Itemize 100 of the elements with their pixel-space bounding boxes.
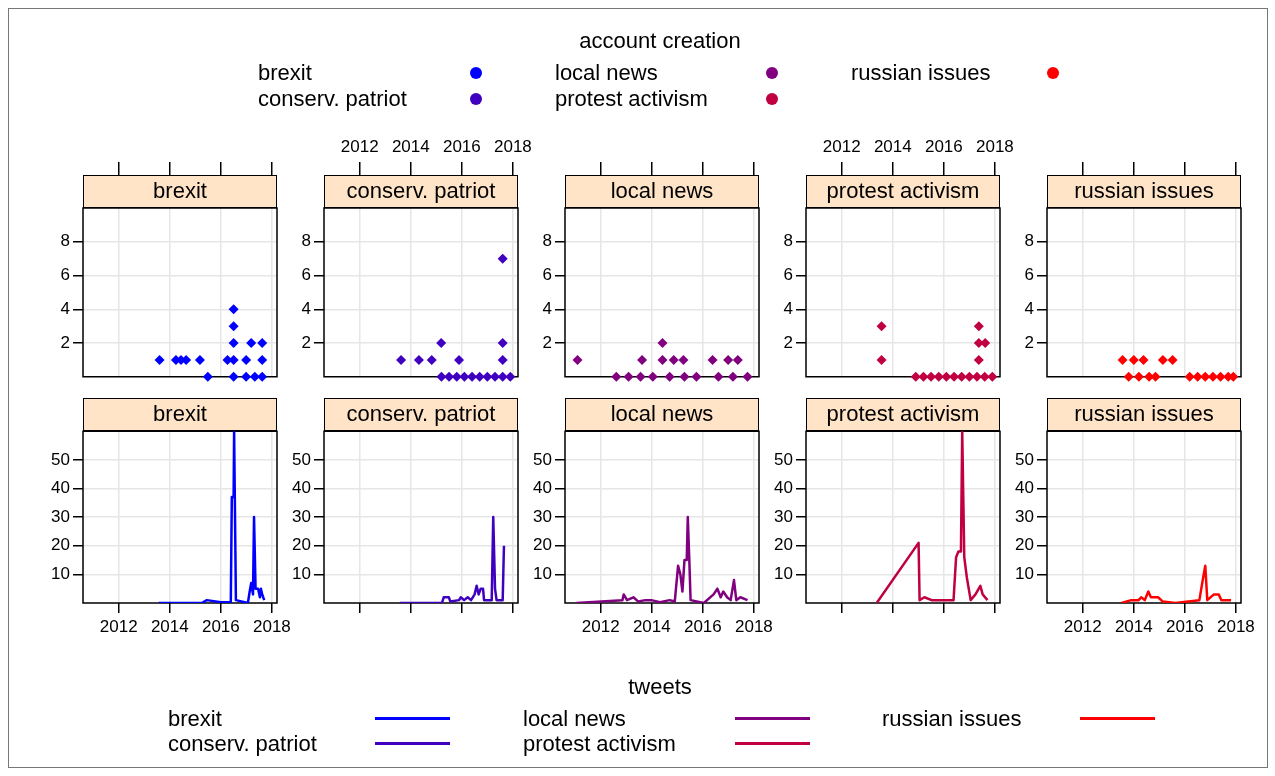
text: conserv. patriot xyxy=(168,731,317,757)
point xyxy=(194,354,205,365)
y-tick-label: 2 xyxy=(542,332,552,352)
chart-title: russian issues xyxy=(1047,398,1241,432)
y-tick-label: 6 xyxy=(1024,265,1034,285)
x-tick-label: 2018 xyxy=(493,137,532,157)
point xyxy=(482,371,493,382)
point xyxy=(497,253,508,264)
y-tick-label: 8 xyxy=(783,231,793,251)
y-tick-label: 40 xyxy=(774,478,793,498)
x-tick-label: 2018 xyxy=(1216,616,1255,636)
text: conserv. patriot xyxy=(258,86,407,112)
x-tick-label: 2014 xyxy=(873,137,912,157)
point xyxy=(436,338,447,349)
x-tick-label: 2014 xyxy=(1114,616,1153,636)
x-tick-label: 2018 xyxy=(734,616,773,636)
point xyxy=(657,338,668,349)
y-tick-label: 40 xyxy=(292,478,311,498)
y-tick-label: 8 xyxy=(542,231,552,251)
point xyxy=(979,371,990,382)
point xyxy=(426,354,437,365)
point xyxy=(228,321,239,332)
point xyxy=(637,354,648,365)
y-tick-label: 30 xyxy=(292,506,311,526)
point xyxy=(742,371,753,382)
point xyxy=(623,371,634,382)
legend-title: tweets xyxy=(628,674,692,700)
y-tick-label: 4 xyxy=(783,298,793,318)
chart-title: protest activism xyxy=(806,398,1000,432)
point xyxy=(413,354,424,365)
y-tick-label: 20 xyxy=(292,535,311,555)
point xyxy=(933,371,944,382)
x-tick-label: 2016 xyxy=(683,616,722,636)
x-tick-label: 2016 xyxy=(442,137,481,157)
y-tick-label: 4 xyxy=(301,298,311,318)
point xyxy=(459,371,470,382)
chart-title: conserv. patriot xyxy=(324,175,518,208)
legend-title: account creation xyxy=(579,28,741,54)
point xyxy=(241,371,252,382)
point xyxy=(228,338,239,349)
y-tick-label: 6 xyxy=(60,265,70,285)
y-tick-label: 2 xyxy=(60,332,70,352)
y-tick-label: 10 xyxy=(774,564,793,584)
x-tick-label: 2014 xyxy=(150,616,189,636)
x-tick-label: 2014 xyxy=(391,137,430,157)
y-tick-label: 6 xyxy=(783,265,793,285)
y-tick-label: 8 xyxy=(1024,231,1034,251)
y-tick-label: 2 xyxy=(301,332,311,352)
point xyxy=(973,321,984,332)
point xyxy=(257,354,268,365)
y-tick-label: 2 xyxy=(1024,332,1034,352)
point xyxy=(973,354,984,365)
chart-title: protest activism xyxy=(806,175,1000,208)
point xyxy=(713,371,724,382)
y-tick-label: 40 xyxy=(533,478,552,498)
point xyxy=(876,321,887,332)
point xyxy=(727,371,738,382)
point xyxy=(707,354,718,365)
point xyxy=(657,354,668,365)
point xyxy=(611,371,622,382)
y-tick-label: 20 xyxy=(533,535,552,555)
point xyxy=(964,371,975,382)
text: local news xyxy=(523,706,626,732)
point xyxy=(396,354,407,365)
y-tick-label: 4 xyxy=(60,298,70,318)
y-tick-label: 20 xyxy=(1015,535,1034,555)
y-tick-label: 4 xyxy=(542,298,552,318)
y-tick-label: 50 xyxy=(292,449,311,469)
point xyxy=(497,354,508,365)
point xyxy=(678,354,689,365)
x-tick-label: 2016 xyxy=(201,616,240,636)
y-tick-label: 4 xyxy=(1024,298,1034,318)
point xyxy=(202,371,213,382)
point xyxy=(664,371,675,382)
y-tick-label: 10 xyxy=(51,564,70,584)
x-tick-label: 2016 xyxy=(1165,616,1204,636)
point xyxy=(956,371,967,382)
point xyxy=(668,354,679,365)
y-tick-label: 2 xyxy=(783,332,793,352)
point xyxy=(454,354,465,365)
point xyxy=(647,371,658,382)
point xyxy=(679,371,690,382)
point xyxy=(249,371,260,382)
point xyxy=(918,371,929,382)
point xyxy=(941,371,952,382)
point xyxy=(241,354,252,365)
point xyxy=(987,371,998,382)
point xyxy=(474,371,485,382)
y-tick-label: 8 xyxy=(301,231,311,251)
point xyxy=(691,371,702,382)
point xyxy=(257,338,268,349)
y-tick-label: 10 xyxy=(533,564,552,584)
x-tick-label: 2012 xyxy=(581,616,620,636)
point xyxy=(154,354,165,365)
point xyxy=(505,371,516,382)
y-tick-label: 10 xyxy=(1015,564,1034,584)
y-tick-label: 20 xyxy=(51,535,70,555)
y-tick-label: 40 xyxy=(51,478,70,498)
x-tick-label: 2018 xyxy=(975,137,1014,157)
chart-title: local news xyxy=(565,175,759,208)
